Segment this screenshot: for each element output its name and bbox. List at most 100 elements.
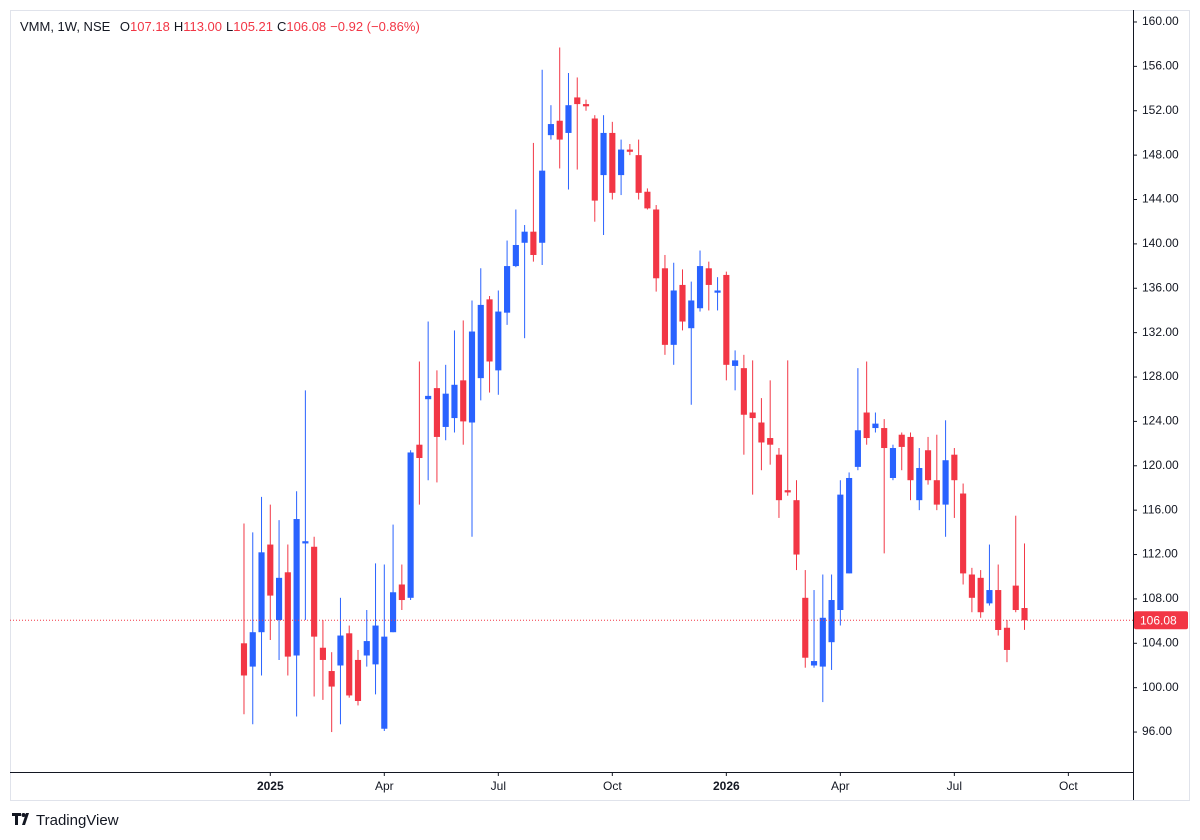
candle-body [337, 635, 344, 666]
candle-body [547, 124, 555, 136]
candle-body [679, 284, 686, 322]
candle-body [968, 574, 975, 598]
candle-body [477, 304, 484, 379]
candle-body [582, 104, 590, 107]
candle-body [846, 477, 853, 574]
candle-body [784, 490, 791, 493]
y-tick-label: 96.00 [1142, 724, 1172, 738]
candle-body [407, 452, 414, 598]
candle-body [810, 661, 818, 666]
candle-body [539, 170, 546, 243]
candle-body [346, 633, 353, 696]
candle-body [951, 454, 958, 481]
candle-body [293, 519, 300, 656]
x-tick-label: Oct [603, 779, 622, 793]
y-tick-label: 104.00 [1142, 635, 1179, 649]
candle-body [626, 149, 633, 152]
y-tick-label: 144.00 [1142, 192, 1179, 206]
ohlc-value: 105.21 [233, 19, 273, 34]
candle-body [872, 423, 879, 429]
candle-body [267, 544, 274, 596]
candle-body [328, 671, 335, 687]
candle-body [468, 331, 476, 423]
candle-body [618, 149, 625, 176]
candle-body [898, 434, 905, 447]
candle-body [600, 132, 607, 176]
candle-body [688, 300, 695, 329]
candle-body [714, 290, 721, 293]
x-tick-label: Jul [947, 779, 962, 793]
candle-body [381, 636, 388, 729]
candle-body [670, 290, 677, 345]
candle-body [284, 572, 291, 657]
candle-body [653, 209, 660, 279]
candle-body [819, 617, 826, 667]
x-tick-label: Apr [831, 779, 850, 793]
candle-body [354, 659, 362, 701]
candle-body [249, 632, 256, 667]
x-tick-label: Oct [1059, 779, 1078, 793]
candle-body [924, 450, 932, 481]
candle-body [933, 480, 940, 505]
candle-body [863, 412, 870, 439]
candle-body [942, 460, 949, 505]
candle-body [574, 97, 581, 105]
candle-body [512, 244, 519, 267]
candle-body [1021, 608, 1028, 621]
candle-body [319, 647, 326, 660]
candle-body [977, 577, 984, 613]
candle-body [460, 380, 467, 422]
candle-body [889, 448, 897, 478]
candle-body [275, 577, 283, 620]
candle-body [802, 597, 809, 658]
candle-body [916, 467, 923, 501]
candle-body [723, 274, 730, 365]
candle-body [881, 428, 888, 449]
y-tick-label: 112.00 [1142, 547, 1178, 561]
brand-name: TradingView [36, 812, 119, 829]
candle-body [390, 592, 397, 633]
candle-body [907, 436, 914, 481]
candle-body [416, 444, 423, 459]
candle-body [828, 600, 835, 643]
candle-body [486, 299, 493, 362]
ohlc-value: 113.00 [183, 19, 222, 34]
header: VMM, 1W, NSE O107.18 H113.00 L105.21 C106.0… [20, 19, 420, 34]
ohlc-key: L [226, 19, 233, 34]
y-tick-label: 128.00 [1142, 369, 1179, 383]
candle-body [591, 118, 598, 201]
candle-body [749, 412, 756, 419]
x-tick-label: 2026 [713, 779, 740, 793]
ohlc-key: C [277, 19, 286, 34]
candle-body [696, 266, 704, 309]
x-tick-label: 2025 [257, 779, 284, 793]
candle-body [960, 493, 967, 574]
y-tick-label: 160.00 [1142, 14, 1179, 28]
candle-body [442, 393, 449, 427]
y-tick-label: 120.00 [1142, 458, 1179, 472]
plot [240, 47, 1028, 733]
candle-body [758, 422, 765, 443]
y-tick-label: 156.00 [1142, 59, 1179, 73]
candle-body [635, 155, 642, 193]
candle-body [1003, 627, 1011, 650]
brand-logo-dot [21, 813, 26, 817]
candle-body [556, 120, 563, 140]
candle-body [433, 388, 440, 437]
symbol: VMM, 1W, NSE [20, 19, 111, 34]
y-tick-label: 152.00 [1142, 103, 1179, 117]
ohlc-value: 106.08 [286, 19, 326, 34]
y-tick-label: 124.00 [1142, 414, 1179, 428]
candle-body [240, 643, 248, 676]
candle-body [732, 360, 739, 366]
change: −0.92 (−0.86%) [330, 19, 420, 34]
y-tick-label: 132.00 [1142, 325, 1179, 339]
candle-body [363, 641, 370, 656]
last-price-badge [1134, 611, 1188, 630]
last-price-label: 106.08 [1140, 613, 1177, 627]
candle-body [372, 625, 379, 665]
x-tick-label: Jul [491, 779, 506, 793]
candle-body [258, 552, 265, 633]
candle-body [311, 546, 318, 637]
